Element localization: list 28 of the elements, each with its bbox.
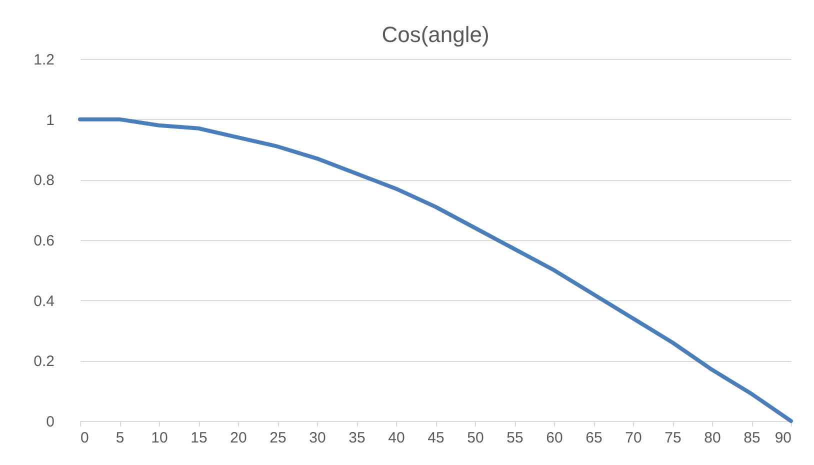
x-tick-label: 5 [116,430,124,446]
x-tick-label: 50 [467,430,484,446]
x-tick-label: 55 [506,430,524,446]
x-tick-label: 90 [774,430,792,446]
x-tick-label: 75 [664,430,682,446]
y-tick-label: 0.8 [34,172,54,190]
x-tick-label: 65 [586,430,602,446]
y-tick-label: 0.6 [34,232,54,250]
x-tick-label: 0 [80,430,89,446]
x-tick-label: 35 [348,430,366,446]
y-tick-label: 0 [46,414,54,430]
chart-title: Cos(angle) [382,22,490,47]
y-tick-label: 0.2 [34,353,54,370]
x-tick-label: 80 [704,430,721,446]
y-tick-label: 0.4 [34,292,54,310]
x-tick-label: 85 [744,430,760,446]
x-tick-label: 15 [190,430,208,446]
x-tick-label: 20 [230,430,247,446]
line-series [78,117,793,423]
x-tick-label: 10 [151,430,168,446]
y-tick-label: 1 [46,112,54,129]
y-tick-label: 1.2 [34,52,54,68]
x-tick-label: 70 [625,430,642,446]
x-tick-label: 45 [428,430,444,446]
x-tick-label: 25 [270,430,286,446]
x-tick-label: 30 [309,430,326,446]
x-tick-label: 40 [388,430,405,446]
x-tick-label: 60 [546,430,563,446]
